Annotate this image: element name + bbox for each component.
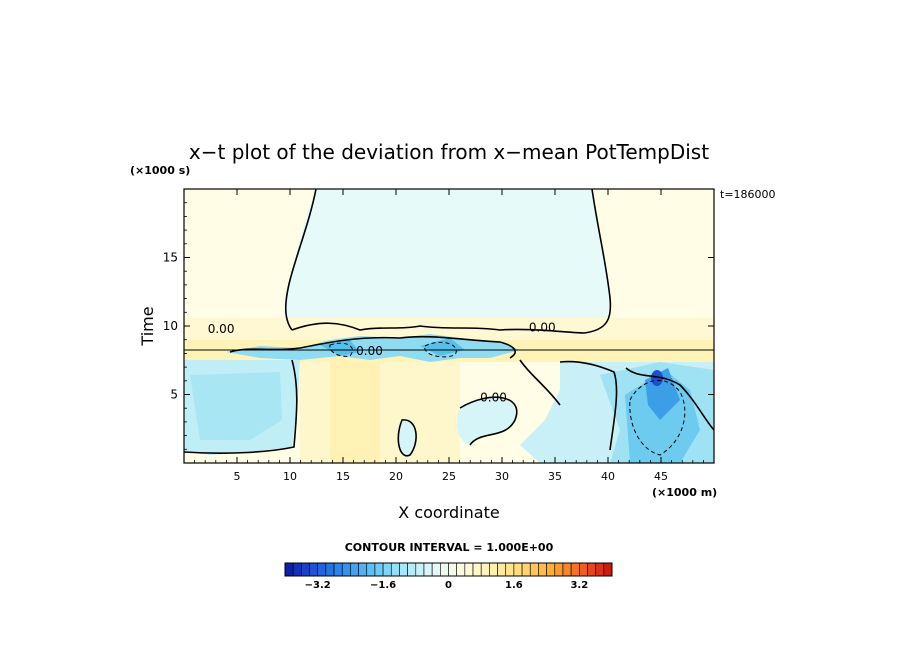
colorbar-cell [521,562,531,577]
contour-label: 0.00 [208,322,235,336]
colorbar-cell [546,562,556,577]
colorbar-cell [480,562,490,577]
y-unit-label: (×1000 s) [130,164,190,177]
colorbar-cell [587,562,596,577]
colorbar-cell [603,562,613,577]
contour-label: 0.00 [356,344,383,358]
x-tick-label: 25 [442,470,456,483]
colorbar-cell [423,562,433,577]
x-axis-label: X coordinate [398,503,499,522]
y-axis-label: Time [138,306,157,346]
colorbar-cell [431,562,441,577]
time-stamp: t=186000 [720,188,776,201]
colorbar-cell [399,562,408,577]
cold-dome-region [283,189,610,336]
chart-title: x−t plot of the deviation from x−mean Po… [189,140,709,164]
colorbar-tick-label: 0 [445,580,452,591]
colorbar-cell [497,562,507,577]
x-unit-label: (×1000 m) [652,486,717,499]
colorbar-cell [415,562,425,577]
colorbar-cell [350,562,359,577]
y-tick-label: 15 [163,251,178,265]
colorbar-cell [333,562,343,577]
colorbar-cell [325,562,335,577]
x-tick-label: 20 [389,470,403,483]
colorbar-cell [317,562,327,577]
contour-label-layer: 0.00 0.00 0.00 0.00 [208,320,556,404]
colorbar-tick-label: 1.6 [505,580,523,591]
colorbar-cell [578,562,588,577]
heatmap-field [184,189,714,463]
colorbar-cell [407,562,417,577]
colorbar-cell [538,562,547,577]
colorbar-cell [292,562,302,577]
colorbar-ticks: −3.2 −1.6 0 1.6 3.2 [305,580,589,591]
contour-interval-label: CONTOUR INTERVAL = 1.000E+00 [345,541,554,554]
x-tick-label: 45 [654,470,668,483]
colorbar-cell [341,562,351,577]
colorbar-tick-label: −3.2 [305,580,331,591]
x-tick-label: 35 [548,470,562,483]
y-tick-label: 5 [170,388,178,402]
colorbar-cell [382,562,392,577]
colorbar-cell [464,562,474,577]
colorbar-cell [505,562,515,577]
colorbar-cell [366,562,376,577]
x-tick-label: 30 [495,470,509,483]
colorbar-cell [440,562,449,577]
contour-label: 0.00 [529,320,556,334]
colorbar-cell [284,562,294,577]
colorbar-cell [489,562,498,577]
colorbar-frame [284,562,613,577]
colorbar-cell [570,562,580,577]
colorbar-tick-label: −1.6 [370,580,396,591]
colorbar-cell [390,562,400,577]
colorbar-cell [472,562,482,577]
y-tick-label: 10 [163,319,178,333]
contour-lines [184,189,714,457]
colorbar-cell [595,562,605,577]
x-tick-label: 15 [336,470,350,483]
colorbar-cell [529,562,539,577]
x-tick-label: 40 [601,470,615,483]
colorbar-cell [374,562,384,577]
contour-label: 0.00 [480,390,507,404]
colorbar-cell [562,562,572,577]
colorbar-cell [358,562,368,577]
colorbar [284,562,613,577]
colorbar-cell [301,562,310,577]
colorbar-tick-label: 3.2 [570,580,588,591]
colorbar-cell [448,562,457,577]
colorbar-cell [309,562,318,577]
x-tick-label: 10 [283,470,297,483]
colorbar-cell [456,562,466,577]
x-axis-ticks: 5 10 15 20 25 30 35 40 45 [194,189,704,483]
y-axis-ticks: 5 10 15 [163,202,714,450]
colorbar-cell [554,562,564,577]
x-tick-label: 5 [234,470,241,483]
colorbar-cell [513,562,523,577]
